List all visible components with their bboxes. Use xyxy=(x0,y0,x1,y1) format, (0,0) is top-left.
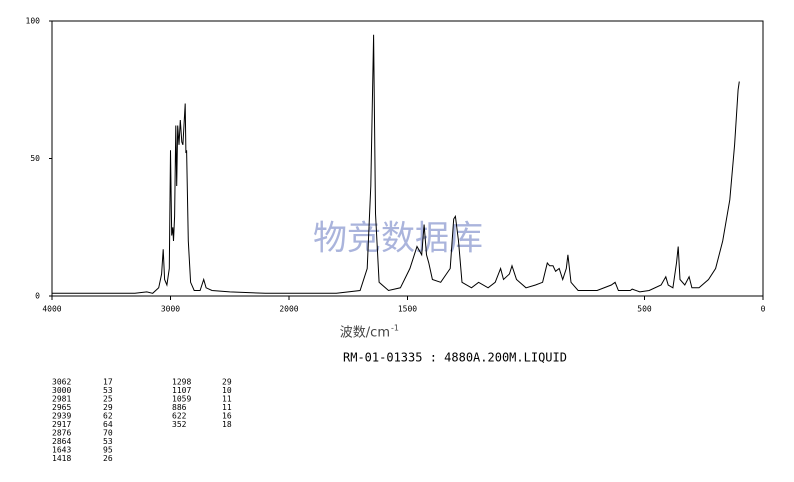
x-axis-label-sup: -1 xyxy=(391,324,399,333)
x-tick-label: 3000 xyxy=(161,305,180,314)
peak-intensity: 11 xyxy=(222,395,232,404)
peak-wavenumber: 2917 xyxy=(52,420,71,429)
peak-wavenumber: 2876 xyxy=(52,429,71,438)
x-tick-label: 500 xyxy=(637,305,652,314)
peak-intensity: 16 xyxy=(222,412,232,421)
peak-intensity: 70 xyxy=(103,429,113,438)
peak-intensity: 29 xyxy=(222,378,232,387)
y-tick-label: 100 xyxy=(26,17,41,26)
y-tick-label: 0 xyxy=(35,292,40,301)
x-tick-label: 0 xyxy=(761,305,766,314)
peak-wavenumber: 352 xyxy=(172,420,187,429)
subtitle: RM-01-01335 : 4880A.200M.LIQUID xyxy=(343,351,567,365)
peak-wavenumber: 2864 xyxy=(52,437,71,446)
peak-intensity: 95 xyxy=(103,446,113,455)
peak-wavenumber: 3000 xyxy=(52,386,71,395)
x-tick-label: 2000 xyxy=(279,305,298,314)
x-axis-label: 波数/cm xyxy=(340,326,390,341)
peak-wavenumber: 622 xyxy=(172,412,187,421)
peak-intensity: 53 xyxy=(103,437,113,446)
peak-intensity: 18 xyxy=(222,420,232,429)
x-tick-label: 4000 xyxy=(42,305,61,314)
y-tick-label: 50 xyxy=(30,154,40,163)
peak-wavenumber: 1107 xyxy=(172,386,191,395)
peak-intensity: 10 xyxy=(222,386,232,395)
peak-intensity: 29 xyxy=(103,403,113,412)
spectrum-line xyxy=(52,34,740,294)
peak-intensity: 25 xyxy=(103,395,113,404)
peak-intensity: 26 xyxy=(103,454,113,463)
peak-intensity: 64 xyxy=(103,420,113,429)
peak-wavenumber: 886 xyxy=(172,403,187,412)
peak-wavenumber: 3062 xyxy=(52,378,71,387)
peak-intensity: 62 xyxy=(103,412,113,421)
x-tick-label: 1500 xyxy=(398,305,417,314)
peak-wavenumber: 2981 xyxy=(52,395,71,404)
peak-intensity: 17 xyxy=(103,378,113,387)
peak-wavenumber: 1418 xyxy=(52,454,71,463)
peak-wavenumber: 1059 xyxy=(172,395,191,404)
peak-wavenumber: 1298 xyxy=(172,378,191,387)
peak-wavenumber: 2939 xyxy=(52,412,71,421)
peak-wavenumber: 1643 xyxy=(52,446,71,455)
peak-intensity: 11 xyxy=(222,403,232,412)
watermark: 物竞数据库 xyxy=(313,219,483,259)
peak-intensity: 53 xyxy=(103,386,113,395)
peak-wavenumber: 2965 xyxy=(52,403,71,412)
